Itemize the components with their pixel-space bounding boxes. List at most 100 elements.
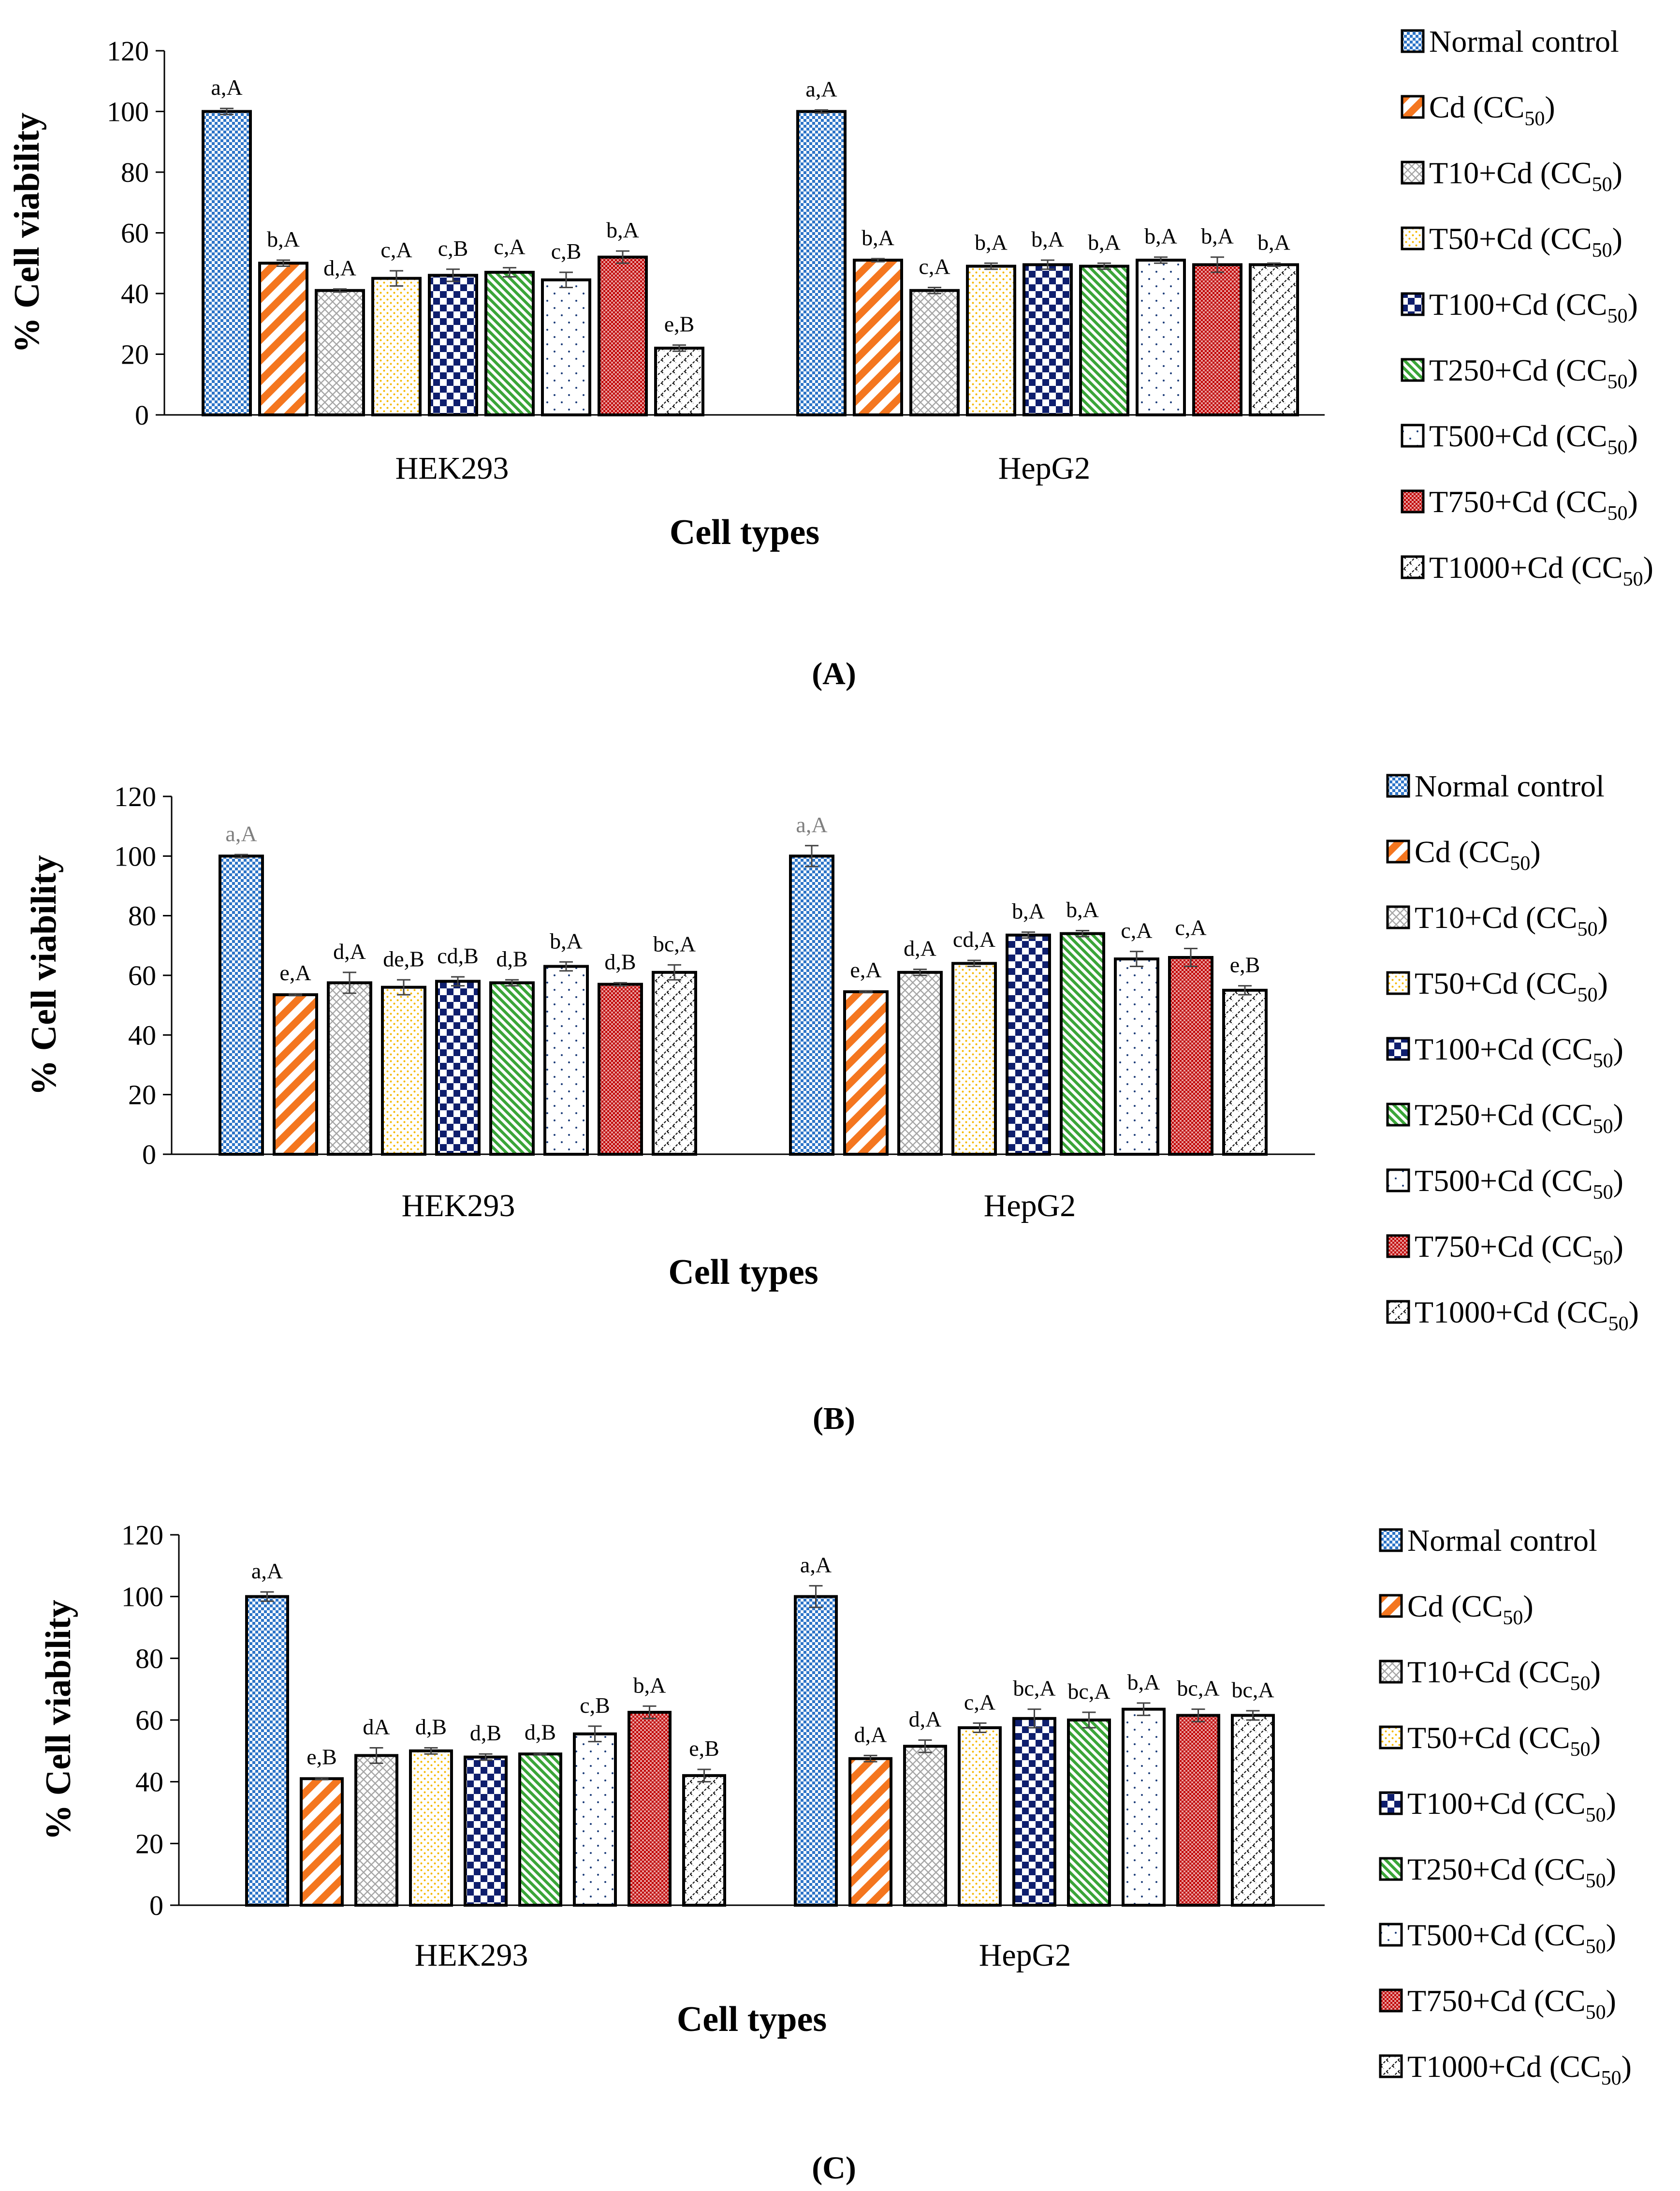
bar-1-hek293 (245, 1595, 289, 1907)
legend-label: Normal control (1415, 769, 1605, 803)
data-label: d,A (909, 1706, 942, 1731)
data-label: d,A (854, 1722, 887, 1747)
legend-label: T250+Cd (CC50) (1429, 353, 1638, 393)
panel-label: (B) (813, 1401, 855, 1436)
y-tick-label: 80 (121, 157, 149, 188)
y-tick-label: 40 (128, 1019, 156, 1051)
legend-label: Normal control (1407, 1523, 1597, 1558)
legend: Normal control Cd (CC50) T10+Cd (CC50) T50+… (1386, 769, 1639, 1335)
y-tick-label: 0 (149, 1890, 163, 1921)
data-label: bc,A (1177, 1676, 1219, 1701)
x-axis-label: Cell types (670, 513, 819, 552)
data-label: cd,A (953, 927, 995, 952)
y-tick-label: 20 (121, 339, 149, 370)
legend-label: T50+Cd (CC50) (1429, 221, 1622, 262)
chart-panel-2: 0 20 40 60 80 100 120 % Cell viability HEK293 Hep… (24, 769, 1639, 1436)
y-tick-label: 120 (114, 781, 156, 812)
bar-1-hepg2 (796, 110, 847, 416)
bar-3-hek293 (354, 1754, 398, 1907)
bar-9-hepg2 (1231, 1714, 1275, 1907)
bar-8-hepg2 (1168, 956, 1213, 1156)
panel-label: (A) (812, 656, 856, 691)
bar-2-hek293 (300, 1777, 344, 1907)
bar-9-hek293 (682, 1774, 726, 1907)
legend: Normal control Cd (CC50) T10+Cd (CC50) T50+… (1379, 1523, 1632, 2089)
bar-7-hek293 (543, 965, 589, 1156)
legend-swatch (1386, 1168, 1410, 1192)
y-tick-label: 100 (114, 840, 156, 872)
y-tick-label: 40 (121, 278, 149, 309)
legend-label: T750+Cd (CC50) (1415, 1229, 1623, 1269)
legend-label: Cd (CC50) (1415, 835, 1541, 875)
bar-7-hek293 (573, 1732, 617, 1907)
bar-8-hepg2 (1192, 263, 1242, 416)
data-label: e,B (307, 1744, 337, 1769)
legend-label: T10+Cd (CC50) (1415, 900, 1608, 941)
data-label: dA (363, 1714, 390, 1739)
y-tick-label: 100 (121, 1581, 163, 1613)
bar-2-hepg2 (843, 990, 889, 1156)
legend-swatch (1379, 1857, 1403, 1881)
bar-9-hepg2 (1249, 263, 1299, 416)
legend-label: Cd (CC50) (1407, 1589, 1534, 1629)
bar-9-hek293 (652, 971, 697, 1156)
bar-6-hek293 (484, 271, 535, 416)
legend-swatch (1379, 1988, 1403, 2013)
legend-swatch (1386, 1234, 1410, 1258)
legend-swatch (1401, 292, 1425, 316)
bar-4-hek293 (409, 1749, 453, 1907)
data-label: a,A (225, 821, 257, 846)
legend-swatch (1401, 161, 1425, 185)
data-label: d,B (470, 1720, 501, 1745)
data-label: bc,A (1013, 1676, 1055, 1701)
data-label: b,A (1144, 224, 1177, 249)
bar-6-hek293 (489, 981, 535, 1156)
legend-label: T10+Cd (CC50) (1429, 156, 1622, 196)
data-label: de,B (383, 946, 424, 971)
bar-5-hepg2 (1012, 1717, 1056, 1907)
data-label: b,A (1088, 230, 1121, 254)
data-label: b,A (1012, 899, 1045, 924)
x-category-label: HEK293 (402, 1188, 515, 1223)
x-category-label: HEK293 (395, 451, 509, 486)
data-label: a,A (800, 1552, 832, 1577)
data-label: b,A (606, 218, 639, 242)
bar-4-hek293 (371, 277, 422, 416)
bar-4-hepg2 (951, 962, 997, 1156)
legend-swatch (1401, 489, 1425, 514)
legend-swatch (1379, 2054, 1403, 2078)
bar-7-hek293 (541, 278, 591, 416)
data-label: a,A (805, 76, 837, 101)
data-label: b,A (267, 227, 300, 251)
legend-swatch (1386, 905, 1410, 929)
legend-label: T500+Cd (CC50) (1429, 419, 1638, 459)
data-label: b,A (1031, 227, 1064, 251)
data-label: b,A (862, 225, 894, 250)
bar-7-hepg2 (1114, 957, 1159, 1156)
y-tick-label: 40 (135, 1766, 163, 1798)
bar-5-hek293 (464, 1755, 508, 1907)
bar-4-hepg2 (958, 1726, 1002, 1907)
legend-label: Normal control (1429, 24, 1619, 59)
bar-2-hepg2 (853, 258, 903, 416)
legend-swatch (1401, 95, 1425, 119)
bar-6-hepg2 (1060, 932, 1105, 1156)
data-label: d,B (604, 949, 636, 974)
legend-swatch (1386, 971, 1410, 995)
bar-6-hepg2 (1079, 265, 1129, 417)
x-category-label: HepG2 (979, 1938, 1071, 1973)
bar-1-hek293 (202, 110, 252, 416)
bar-3-hek293 (327, 981, 372, 1156)
data-label: d,A (333, 939, 366, 964)
y-tick-label: 20 (128, 1079, 156, 1111)
legend-swatch (1401, 424, 1425, 448)
data-label: e,B (664, 312, 695, 337)
x-category-label: HepG2 (998, 451, 1091, 486)
bar-3-hepg2 (909, 289, 960, 416)
bar-8-hek293 (628, 1711, 672, 1907)
legend-swatch (1401, 358, 1425, 382)
data-label: d,B (525, 1720, 556, 1744)
data-label: b,A (550, 928, 583, 953)
legend-label: T250+Cd (CC50) (1415, 1098, 1623, 1138)
